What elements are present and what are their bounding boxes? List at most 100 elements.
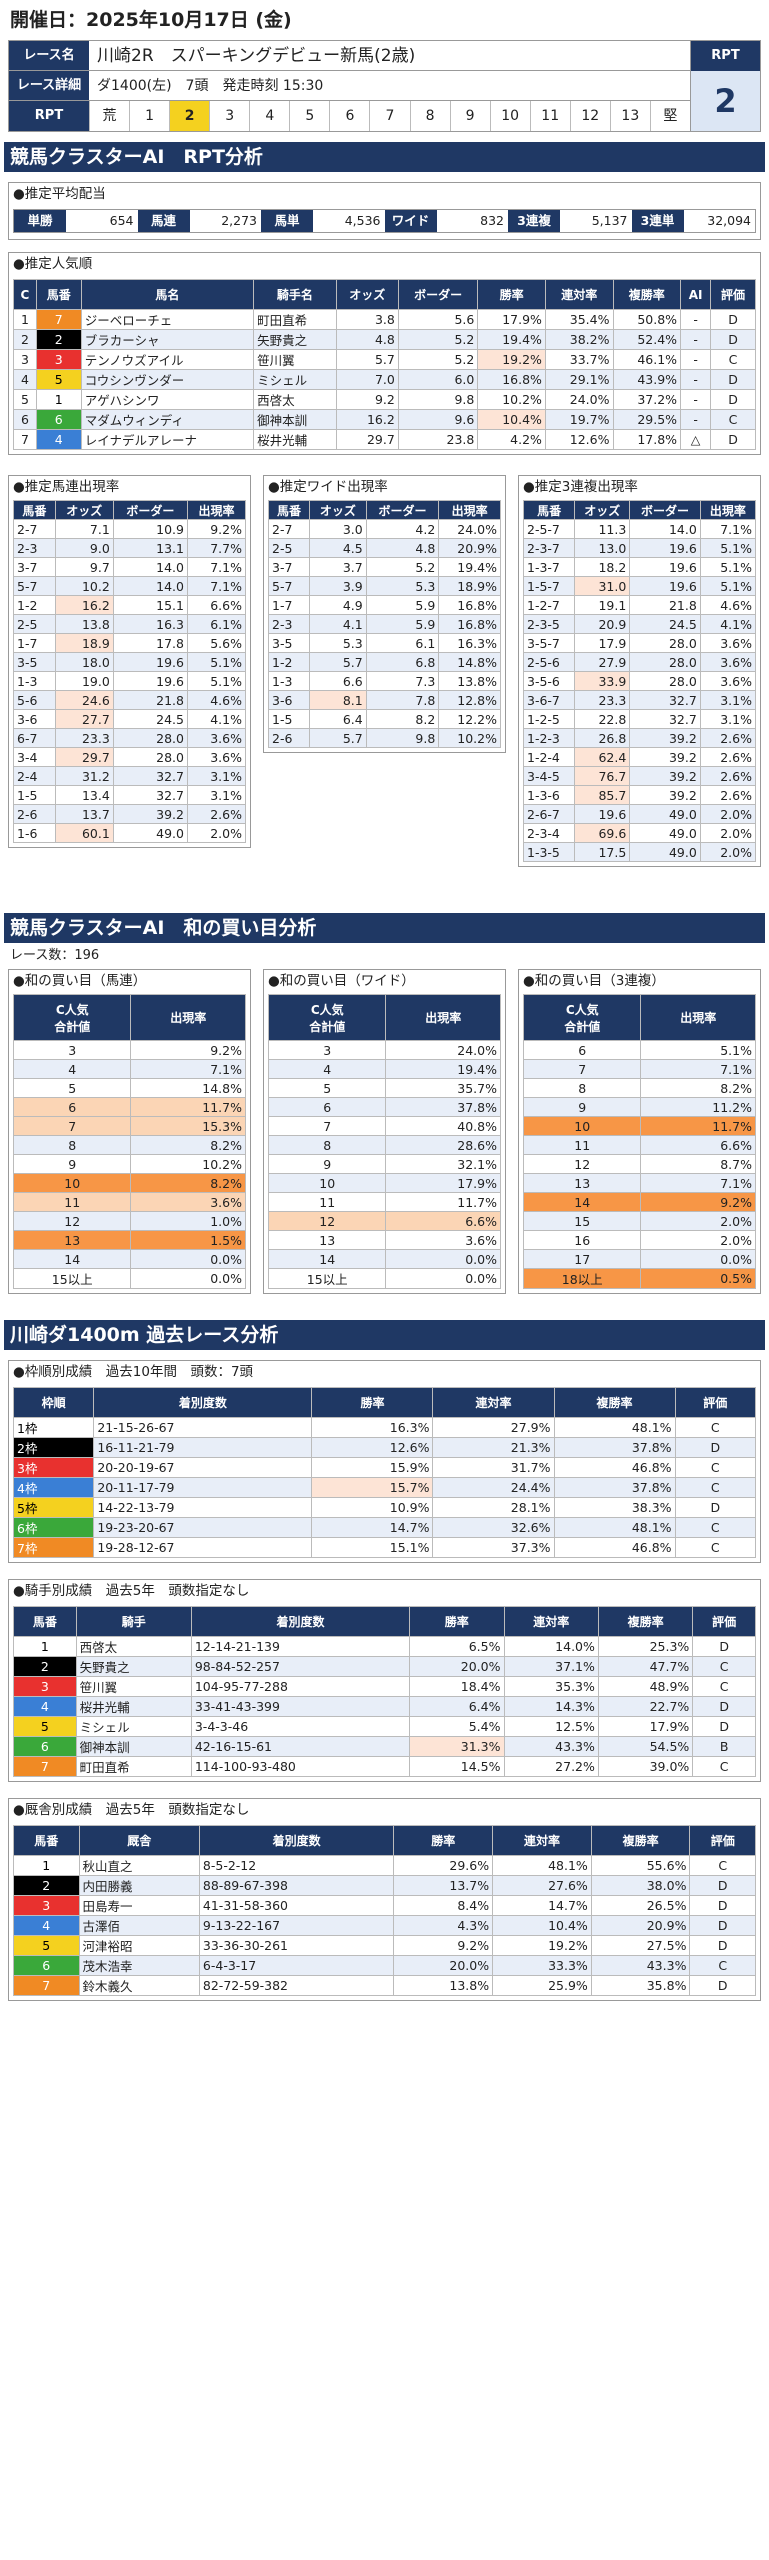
table-cell: 5.1% [699,538,757,558]
payout-title: ●推定平均配当 [13,186,106,202]
table-cell: 25.9% [492,1975,592,1996]
table-cell: D [692,1636,756,1657]
table-cell: ジーベローチェ [80,309,255,330]
table-cell: 3.6% [699,633,757,653]
table-row: 3 笹川翼 104-95-77-288 18.4% 35.3% 48.9% C [13,1676,756,1697]
table-cell: 5 [13,389,37,410]
column-header-line: 合計値 [564,1019,601,1034]
table-row: 1-2-7 19.1 21.8 4.6% [522,595,757,615]
table-cell: 31.3% [409,1736,505,1757]
table-cell: 35.4% [544,309,614,330]
table-cell: 2-5-6 [522,652,576,672]
table-cell: テンノウズアイル [80,349,255,370]
table-row: 2 2 ブラカーシャ 矢野貴之 4.8 5.2 19.4% 38.2% 52.4% - D [13,329,756,350]
table-cell: 10.2% [477,389,546,410]
table-cell: 6.1 [365,633,440,653]
table-cell: 9 [12,1154,132,1174]
table-cell: 4.5 [308,538,367,558]
column-header: 評価 [689,1825,756,1856]
table-cell: D [689,1975,756,1996]
table-cell: B [692,1736,756,1757]
rpt-scale-cell: 5 [289,101,329,131]
table-cell: 38.0% [590,1875,691,1896]
jockey-box: ●騎手別成績 過去5年 頭数指定なし 馬番 騎手 着別度数 勝率 連対率 複勝率 評価 1 西啓… [8,1579,761,1782]
table-cell: 23.3 [574,690,631,710]
table-row: 14 0.0% [267,1249,501,1269]
table-cell: 37.8% [553,1437,676,1458]
table-cell: 114-100-93-480 [190,1756,411,1777]
table-cell: △ [680,429,712,450]
column-header: オッズ [335,279,399,310]
table-cell: 3 [13,349,37,370]
table-cell: 5.3 [365,576,440,596]
table-cell: 14.0 [112,576,188,596]
table-cell: 3-5 [13,652,56,672]
table-row: 3-4 29.7 28.0 3.6% [13,747,247,767]
table-cell: マダムウィンディ [80,409,255,430]
table-cell: 13.7 [54,804,114,824]
column-header-line: 合計値 [309,1019,346,1034]
table-cell: 6 [13,1736,77,1757]
table-cell: 0.0% [385,1249,501,1269]
table-cell: 5-6 [13,690,56,710]
column-header: 複勝率 [612,279,682,310]
umaren-box: ●推定馬連出現率 馬番 オッズ ボーダー 出現率 2-7 7.1 10.9 9.2% 2-3 9.… [8,475,251,848]
table-cell: 6 [267,1097,387,1117]
table-cell: 3-6-7 [522,690,576,710]
table-cell: 1-3-5 [522,842,576,862]
column-header: オッズ [54,500,114,520]
column-header: 出現率 [385,994,501,1041]
past-section-title: 川崎ダ1400m 過去レース分析 [4,1320,765,1350]
payout-row: 単勝 654 馬連 2,273 馬単 4,536 ワイド 832 3連複 5,137 3連単 32,0… [13,209,756,233]
race-detail: ダ1400(左) 7頭 発走時刻 15:30 [97,78,324,94]
table-cell: 49.0 [629,823,701,843]
table-cell: 8.2% [130,1173,246,1193]
table-cell: 10.2% [438,728,501,748]
table-row: 3-5-6 33.9 28.0 3.6% [522,671,757,691]
table-cell: C [674,1477,757,1498]
table-cell: C [710,349,756,370]
table-cell: 16.8% [438,614,501,634]
table-cell: 1-3-7 [522,557,576,577]
table-cell: 0.0% [130,1268,246,1289]
table-cell: 3-5 [268,633,310,653]
table-row: 5 1 アゲハシンワ 西啓太 9.2 9.8 10.2% 24.0% 37.2% - D [13,389,756,410]
table-row: 6 37.8% [267,1097,501,1117]
table-row: 3-4-5 76.7 39.2 2.6% [522,766,757,786]
table-cell: D [710,309,756,330]
sum-title: ●和の買い目（馬連） [13,973,147,989]
table-cell: C [692,1756,756,1777]
table-cell: 25.3% [597,1636,694,1657]
table-cell: 9.8 [365,728,440,748]
table-cell: 9.2% [130,1040,246,1060]
table-cell: 13.1 [112,538,188,558]
table-row: 18以上 0.5% [522,1268,756,1289]
rpt-scale-cell: 10 [489,101,530,131]
table-cell: 5.2 [397,349,479,370]
table-cell: 6.6 [308,671,367,691]
table-cell: 15以上 [12,1268,132,1289]
column-header: 勝率 [393,1825,494,1856]
table-row: 4 7.1% [12,1059,246,1079]
table-cell: 13.8% [393,1975,494,1996]
table-row: 3-5 5.3 6.1 16.3% [268,633,501,653]
table-row: 2-3 9.0 13.1 7.7% [13,538,247,558]
table-row: 8 8.2% [522,1078,756,1098]
table-cell: 1枠 [12,1417,95,1438]
column-header-line: 合計値 [54,1019,91,1034]
column-header: 騎手名 [253,279,337,310]
table-cell: 50.8% [612,309,682,330]
table-cell: 1.5% [130,1230,246,1250]
table-row: 2-5 4.5 4.8 20.9% [268,538,501,558]
table-cell: 49.0 [629,804,701,824]
table-cell: 3.9 [308,576,367,596]
race-header: レース名 川崎2R スパーキングデビュー新馬(2歳) レース詳細 ダ1400(左… [8,40,761,132]
table-cell: 5-7 [268,576,310,596]
table-cell: 5.7 [335,349,399,370]
table-cell: 1 [35,389,82,410]
table-cell: 2.0% [640,1230,756,1250]
table-cell: 5.6 [397,309,479,330]
table-cell: 3.1% [186,785,247,805]
table-cell: D [689,1875,756,1896]
table-cell: 22.7% [597,1696,694,1717]
